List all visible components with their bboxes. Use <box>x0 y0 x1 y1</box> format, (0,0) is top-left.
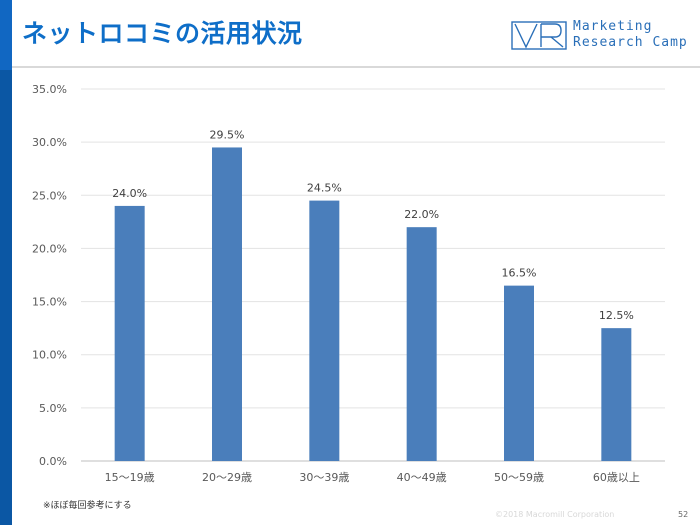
slide-title: ネットロコミの活用状況 <box>22 19 303 48</box>
bar <box>212 147 242 461</box>
y-tick-label: 35.0% <box>32 83 67 96</box>
x-tick-label: 60歳以上 <box>593 471 640 484</box>
left-accent-bar-top <box>0 0 12 70</box>
y-tick-label: 25.0% <box>32 189 67 202</box>
y-tick-label: 20.0% <box>32 242 67 255</box>
title-divider <box>12 66 700 68</box>
left-accent-bar <box>0 0 12 525</box>
copyright-text: ©2018 Macromill Corporation <box>495 510 615 519</box>
footnote: ※ほぼ毎回参考にする <box>43 501 132 511</box>
bar <box>601 328 632 461</box>
x-tick-label: 40～49歳 <box>397 471 447 484</box>
logo-text-line2: Research Camp <box>573 35 688 50</box>
y-tick-label: 30.0% <box>32 136 67 149</box>
x-tick-label: 20～29歳 <box>202 471 252 484</box>
bar <box>309 200 340 461</box>
page-number: 52 <box>678 510 689 519</box>
data-label: 22.0% <box>404 208 439 221</box>
x-tick-label: 30～39歳 <box>299 471 349 484</box>
bar <box>504 285 534 461</box>
x-tick-label: 15～19歳 <box>105 471 155 484</box>
y-tick-label: 15.0% <box>32 296 67 309</box>
x-tick-label: 50～59歳 <box>494 471 544 484</box>
logo-text-line1: Marketing <box>573 19 653 34</box>
data-label: 16.5% <box>502 267 537 280</box>
brand-logo: Marketing Research Camp <box>511 18 696 54</box>
data-label: 24.5% <box>307 182 342 195</box>
bar-chart: 0.0% 5.0% 10.0% 15.0% 20.0% 25.0% 30.0% 35.0% 24… <box>32 83 665 484</box>
y-tick-label: 0.0% <box>39 455 67 468</box>
data-label: 12.5% <box>599 309 634 322</box>
data-label: 29.5% <box>210 128 245 141</box>
mr-logo-icon <box>511 21 567 50</box>
data-label: 24.0% <box>112 187 147 200</box>
bar <box>114 205 145 461</box>
y-tick-label: 5.0% <box>39 402 67 415</box>
y-tick-label: 10.0% <box>32 349 67 362</box>
bar <box>406 227 437 461</box>
